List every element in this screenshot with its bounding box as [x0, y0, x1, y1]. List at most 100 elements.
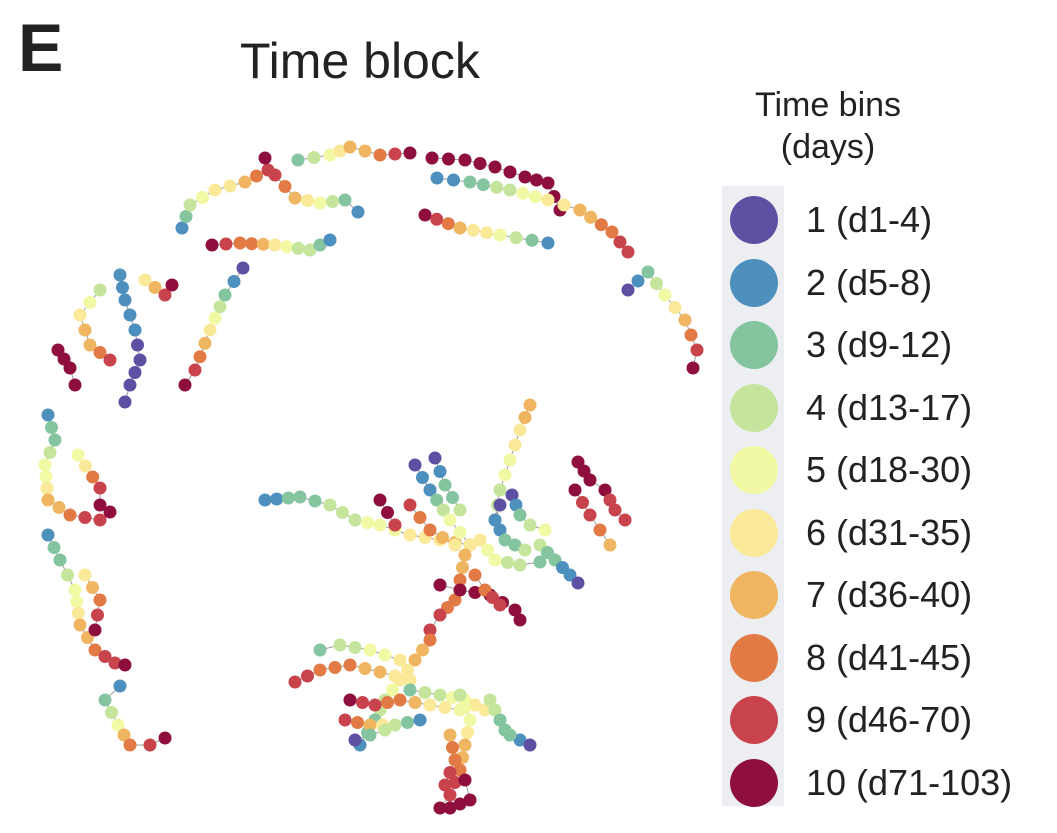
graph-node	[488, 703, 502, 717]
graph-node	[442, 152, 455, 166]
legend-label: 7 (d36-40)	[806, 574, 973, 615]
network-graph	[38, 140, 704, 815]
graph-node	[203, 323, 217, 337]
graph-node	[348, 733, 362, 747]
graph-node	[503, 165, 517, 179]
graph-node	[605, 225, 619, 239]
graph-node	[453, 763, 467, 777]
graph-node	[446, 741, 459, 754]
graph-node	[245, 237, 259, 251]
graph-node	[53, 553, 67, 567]
graph-node	[388, 669, 402, 683]
graph-node	[448, 753, 462, 767]
graph-node	[256, 237, 270, 251]
legend-swatch	[730, 758, 778, 807]
graph-node	[541, 236, 555, 250]
graph-node	[631, 274, 645, 288]
graph-node	[61, 568, 74, 582]
graph-node	[223, 179, 237, 193]
graph-node	[571, 576, 585, 590]
legend-title-line2: (days)	[780, 128, 876, 166]
graph-node	[88, 623, 102, 637]
graph-node	[313, 643, 327, 657]
graph-node	[458, 548, 472, 562]
graph-node	[98, 693, 112, 707]
graph-node	[105, 706, 118, 719]
graph-node	[463, 538, 477, 552]
graph-nodes	[38, 140, 704, 815]
graph-node	[128, 323, 142, 337]
legend-swatch	[730, 696, 778, 744]
graph-node	[158, 731, 172, 745]
graph-node	[313, 238, 327, 252]
graph-node	[438, 778, 452, 792]
graph-node	[408, 458, 422, 472]
graph-node	[641, 265, 655, 279]
graph-node	[518, 170, 532, 184]
graph-node	[205, 238, 219, 252]
graph-node	[684, 328, 698, 342]
graph-node	[481, 543, 494, 557]
graph-node	[453, 583, 467, 597]
legend-swatch	[730, 383, 778, 432]
graph-node	[93, 498, 107, 512]
graph-node	[48, 433, 62, 447]
graph-node	[73, 618, 87, 632]
graph-node	[68, 378, 82, 392]
graph-node	[175, 221, 189, 235]
graph-node	[443, 728, 457, 742]
graph-node	[690, 343, 704, 357]
graph-node	[418, 208, 432, 222]
graph-node	[613, 235, 627, 249]
graph-node	[453, 688, 467, 702]
graph-node	[83, 338, 97, 352]
graph-node	[436, 503, 450, 517]
graph-node	[351, 205, 365, 219]
legend-label: 3 (d9-12)	[806, 324, 953, 365]
graph-node	[478, 703, 492, 717]
graph-node	[513, 508, 527, 522]
graph-node	[458, 773, 472, 787]
graph-node	[356, 696, 369, 709]
legend-swatch	[730, 633, 778, 682]
graph-node	[71, 448, 85, 462]
graph-node	[448, 538, 462, 552]
legend-swatch	[730, 321, 778, 369]
graph-node	[573, 203, 587, 217]
graph-node	[563, 568, 577, 582]
legend-swatch	[730, 196, 778, 244]
graph-node	[98, 650, 112, 663]
graph-node	[584, 210, 598, 224]
graph-node	[541, 176, 555, 190]
graph-node	[307, 151, 321, 164]
graph-node	[93, 593, 107, 607]
graph-node	[86, 581, 99, 594]
graph-node	[381, 696, 394, 709]
graph-node	[498, 533, 512, 547]
graph-node	[45, 421, 58, 434]
legend-label: 9 (d46-70)	[806, 699, 973, 740]
graph-node	[513, 733, 527, 747]
graph-node	[443, 513, 457, 527]
graph-node	[441, 217, 455, 231]
graph-node	[608, 503, 622, 517]
graph-node	[403, 528, 417, 542]
graph-node	[416, 643, 429, 657]
graph-node	[463, 175, 477, 189]
graph-node	[650, 277, 663, 290]
graph-node	[388, 147, 402, 161]
graph-node	[388, 518, 402, 532]
graph-node	[373, 148, 387, 162]
graph-node	[436, 531, 449, 544]
graph-node	[678, 313, 692, 327]
graph-node	[594, 218, 608, 232]
graph-node	[238, 175, 252, 189]
graph-node	[93, 283, 107, 297]
graph-node	[598, 483, 612, 497]
graph-node	[70, 595, 84, 609]
graph-node	[133, 353, 147, 367]
graph-node	[503, 728, 517, 742]
graph-node	[308, 494, 322, 508]
graph-node	[71, 606, 85, 620]
graph-node	[533, 555, 547, 569]
